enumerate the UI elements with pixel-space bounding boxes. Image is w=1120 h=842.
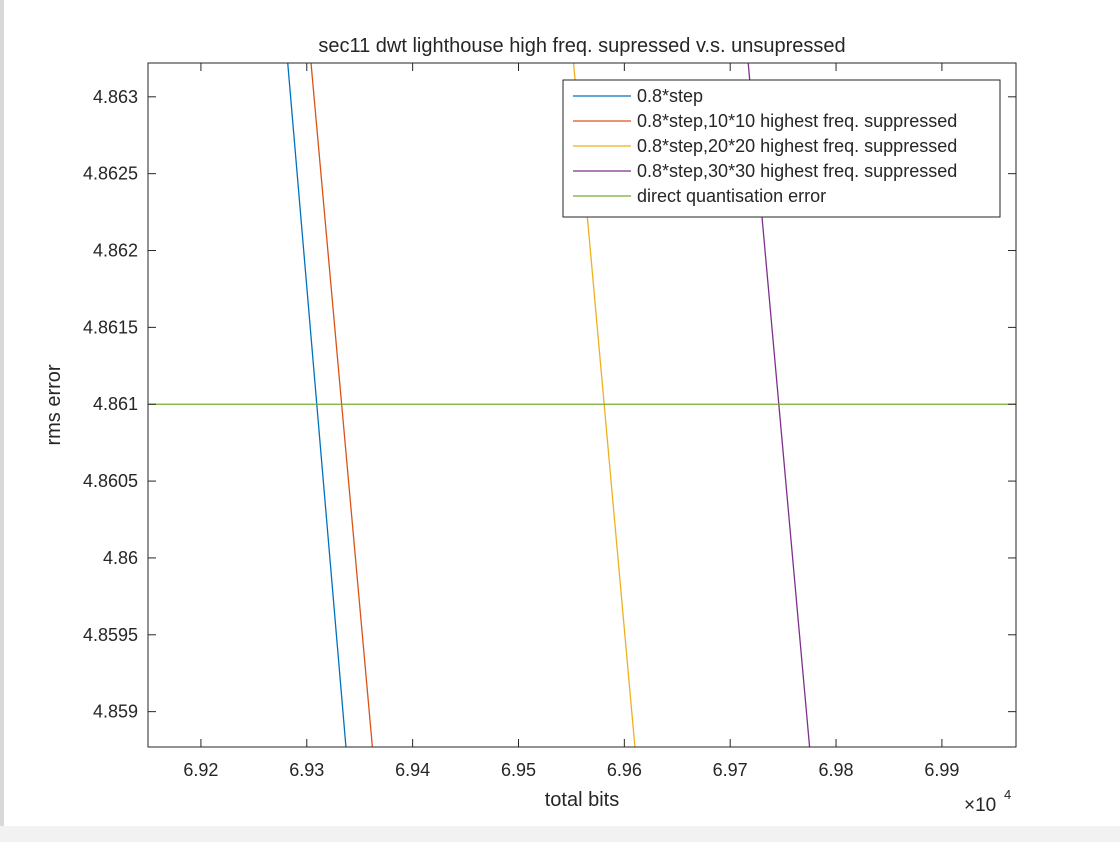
x-axis-label: total bits [545,789,619,811]
x-tick-label: 6.95 [501,760,536,780]
y-tick-label: 4.862 [93,241,138,261]
y-tick-label: 4.859 [93,702,138,722]
legend-entry: 0.8*step,10*10 highest freq. suppressed [637,111,957,131]
y-axis-label: rms error [43,364,65,445]
x-tick-label: 6.92 [183,760,218,780]
x-tick-label: 6.97 [713,760,748,780]
plot-border [147,62,1017,748]
x-axis-exponent: ×10 4 [964,787,1011,816]
legend-entry: 0.8*step,30*30 highest freq. suppressed [637,161,957,181]
chart-title: sec11 dwt lighthouse high freq. supresse… [318,35,845,57]
legend-entry: direct quantisation error [637,186,826,206]
x-axis-exponent-base: ×10 [964,795,996,816]
y-tick-label: 4.863 [93,87,138,107]
series-line-1 [287,63,347,747]
x-tick-label: 6.99 [924,760,959,780]
x-tick-label: 6.94 [395,760,430,780]
series-line-2 [310,63,374,747]
x-tick-label: 6.93 [289,760,324,780]
window-edge [0,0,4,842]
x-axis-exponent-power: 4 [1004,787,1011,802]
y-tick-label: 4.8615 [83,317,138,337]
x-axis-ticks: 6.92 6.93 6.94 6.95 6.96 6.97 6.98 6.99 [183,63,959,780]
legend-entry: 0.8*step [637,86,703,106]
legend-box [562,79,1001,218]
y-tick-label: 4.861 [93,394,138,414]
y-tick-label: 4.8625 [83,164,138,184]
window-bottom-strip [0,826,1120,842]
y-tick-label: 4.8595 [83,625,138,645]
x-tick-label: 6.96 [607,760,642,780]
legend: 0.8*step 0.8*step,10*10 highest freq. sup… [562,79,1001,218]
x-tick-label: 6.98 [819,760,854,780]
y-tick-label: 4.86 [103,548,138,568]
y-axis-ticks: 4.859 4.8595 4.86 4.8605 4.861 4.8615 4.862 4.8… [83,87,1016,722]
legend-entry: 0.8*step,20*20 highest freq. suppressed [637,136,957,156]
y-tick-label: 4.8605 [83,471,138,491]
